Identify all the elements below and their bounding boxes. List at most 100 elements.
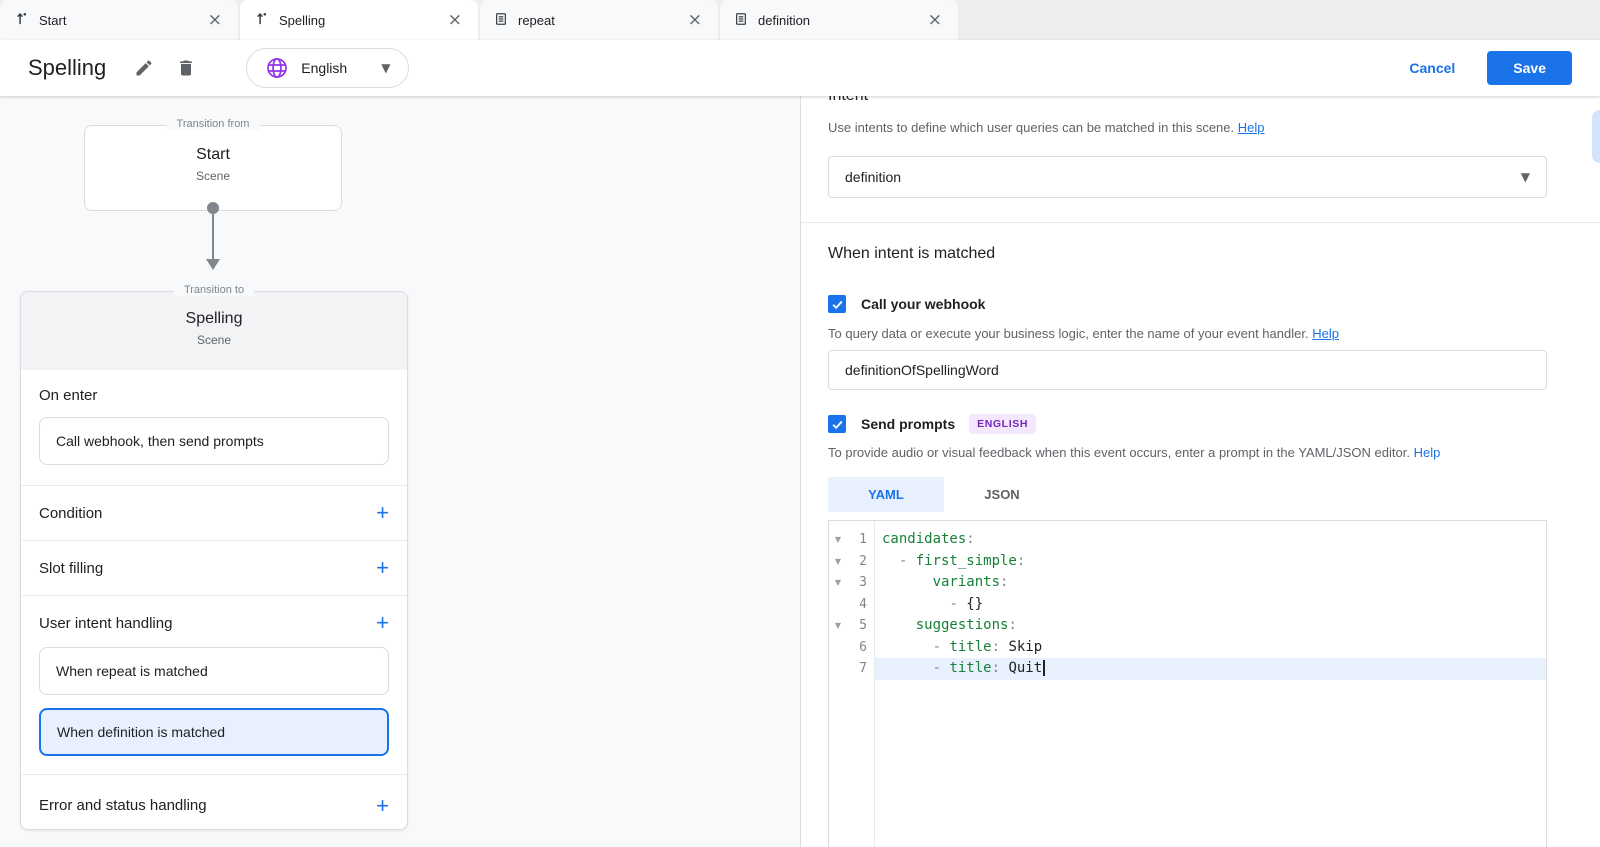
intent-dropdown-value: definition: [845, 169, 902, 185]
intent-dropdown[interactable]: definition ▼: [828, 156, 1547, 198]
flow-canvas: Transition from Start Scene Transition t…: [0, 96, 800, 847]
yaml-editor[interactable]: ▼ 1 ▼ 2 ▼ 3 4 ▼ 5 6 7 candidates: - first_simple: …: [828, 520, 1547, 847]
globe-icon: [267, 58, 288, 78]
code-line-7[interactable]: - title: Quit: [875, 658, 1546, 680]
webhook-handler-field-wrap: [828, 350, 1547, 390]
edit-button[interactable]: [128, 52, 160, 84]
cancel-button[interactable]: Cancel: [1393, 52, 1471, 84]
code-line-4[interactable]: - {}: [875, 594, 1546, 616]
code-token: [882, 617, 916, 633]
on-enter-handler[interactable]: Call webhook, then send prompts: [39, 417, 389, 465]
slot-filling-section: Slot filling +: [21, 540, 407, 595]
matched-heading: When intent is matched: [828, 245, 996, 262]
delete-button[interactable]: [170, 52, 202, 84]
code-line-5[interactable]: suggestions:: [875, 615, 1546, 637]
to-node-name: Spelling: [185, 310, 243, 327]
language-selector[interactable]: English ▼: [246, 48, 410, 88]
fold-arrow-icon[interactable]: ▼: [834, 578, 842, 588]
add-error-handler-button[interactable]: +: [376, 792, 389, 818]
app-bar: Spelling English ▼ Cancel Save: [0, 40, 1600, 96]
code-token: [882, 574, 933, 590]
gutter-row: ▼ 2: [829, 551, 874, 573]
gutter-row: ▼ 5: [829, 615, 874, 637]
transition-to-card: Transition to Spelling Scene On enter Ca…: [20, 284, 408, 830]
editor-gutter: ▼ 1 ▼ 2 ▼ 3 4 ▼ 5 6 7: [829, 521, 875, 847]
line-number: 4: [859, 596, 867, 612]
condition-section: Condition +: [21, 485, 407, 540]
close-icon[interactable]: ×: [927, 9, 942, 30]
line-number: 2: [859, 553, 867, 569]
scene-card-header[interactable]: Spelling Scene: [21, 292, 407, 370]
connector-dot: [207, 202, 219, 214]
webhook-help-link[interactable]: Help: [1312, 326, 1339, 341]
chevron-down-icon: ▼: [381, 61, 391, 75]
tab-repeat[interactable]: repeat ×: [480, 0, 718, 40]
from-node-type: Scene: [195, 169, 231, 183]
code-token: -: [882, 660, 950, 676]
slot-filling-label: Slot filling: [39, 559, 104, 577]
save-button[interactable]: Save: [1487, 51, 1572, 85]
close-icon[interactable]: ×: [447, 9, 462, 30]
editor-tab-yaml[interactable]: YAML: [828, 477, 944, 512]
tab-definition[interactable]: definition ×: [720, 0, 958, 40]
check-icon: [832, 420, 843, 429]
code-token: :: [991, 660, 1009, 676]
code-token: -: [882, 595, 967, 612]
on-enter-label: On enter: [39, 387, 98, 404]
line-number: 5: [859, 618, 867, 634]
code-token: suggestions: [915, 617, 1009, 633]
condition-label: Condition: [39, 504, 103, 522]
webhook-label: Call your webhook: [861, 296, 986, 312]
prompts-checkbox[interactable]: [828, 415, 846, 433]
editor-code-area[interactable]: candidates: - first_simple: variants: - …: [875, 521, 1546, 847]
code-token: first_simple: [915, 552, 1017, 569]
error-handling-label: Error and status handling: [39, 797, 207, 814]
add-slot-button[interactable]: +: [376, 555, 389, 580]
intent-handler-selected[interactable]: When definition is matched: [39, 708, 389, 756]
code-line-3[interactable]: variants:: [875, 572, 1546, 594]
connector-arrowhead: [206, 259, 220, 270]
tab-label: Spelling: [279, 12, 326, 28]
fold-arrow-icon[interactable]: ▼: [834, 621, 842, 631]
fold-arrow-icon[interactable]: ▼: [834, 556, 842, 566]
detail-panel: Intent Use intents to define which user …: [800, 96, 1600, 847]
fold-arrow-icon[interactable]: ▼: [834, 535, 842, 545]
intent-description: Use intents to define which user queries…: [828, 120, 1265, 135]
webhook-checkbox[interactable]: [828, 295, 846, 313]
tab-label: repeat: [518, 12, 555, 28]
prompts-description: To provide audio or visual feedback when…: [828, 445, 1441, 460]
tab-spelling[interactable]: Spelling ×: [240, 0, 478, 40]
intent-icon: [494, 12, 508, 29]
tab-start[interactable]: Start ×: [0, 0, 238, 40]
language-label: English: [301, 60, 348, 76]
prompts-help-link[interactable]: Help: [1413, 445, 1441, 460]
code-line-1[interactable]: candidates:: [875, 529, 1546, 551]
webhook-check-row: Call your webhook: [828, 295, 1547, 313]
transition-to-label: Transition to: [173, 284, 255, 296]
intent-handler-list: When repeat is matched When definition is…: [39, 647, 389, 756]
scrollbar-thumb[interactable]: [1592, 110, 1600, 163]
check-icon: [832, 300, 843, 309]
intent-help-link[interactable]: Help: [1237, 120, 1265, 135]
code-line-2[interactable]: - first_simple:: [875, 551, 1546, 573]
code-token: Quit: [1008, 660, 1043, 676]
user-intent-section: User intent handling + When repeat is ma…: [21, 595, 407, 774]
code-token: :: [966, 531, 975, 547]
editor-tab-json[interactable]: JSON: [944, 477, 1060, 512]
intent-icon: [734, 12, 748, 29]
intent-handler-item[interactable]: When repeat is matched: [39, 647, 389, 695]
transition-from-node[interactable]: Transition from Start Scene: [84, 118, 342, 211]
code-token: -: [882, 638, 950, 655]
text-cursor: [1043, 660, 1046, 676]
transition-from-label: Transition from: [166, 118, 260, 130]
code-token: Skip: [1008, 638, 1043, 655]
code-line-6[interactable]: - title: Skip: [875, 637, 1546, 659]
close-icon[interactable]: ×: [207, 9, 222, 30]
add-condition-button[interactable]: +: [376, 500, 389, 525]
on-enter-section: On enter Call webhook, then send prompts: [21, 370, 407, 485]
add-intent-handler-button[interactable]: +: [376, 610, 389, 635]
webhook-handler-input[interactable]: [845, 362, 1530, 378]
close-icon[interactable]: ×: [687, 9, 702, 30]
code-token: {}: [966, 595, 984, 612]
code-token: title: [949, 660, 992, 676]
